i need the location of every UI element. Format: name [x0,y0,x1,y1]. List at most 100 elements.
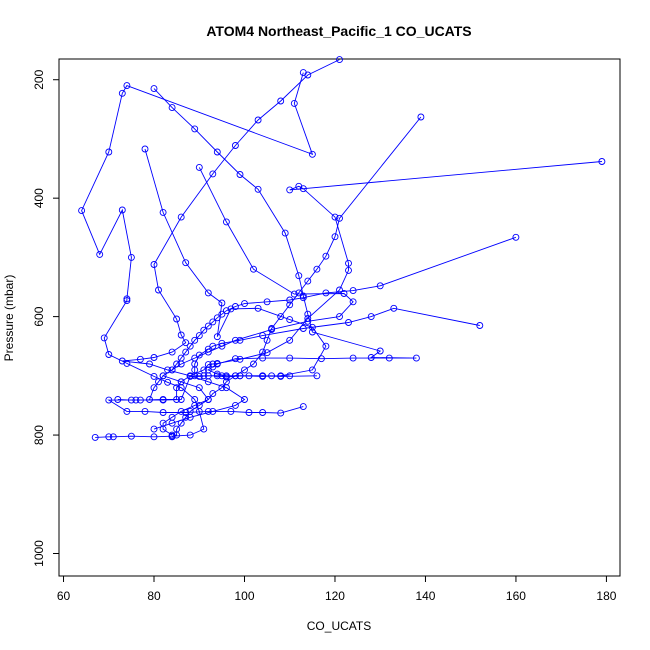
y-axis-label: Pressure (mbar) [2,275,16,362]
data-point [204,396,212,403]
data-point [512,233,520,241]
data-point [191,125,199,133]
data-point [209,318,217,326]
data-point [173,384,181,392]
data-point [141,145,149,153]
data-point [259,372,267,380]
data-point [299,325,307,332]
data-point [109,433,117,441]
data-point [259,332,267,340]
data-point [195,384,203,392]
data-point [367,313,375,321]
series-8 [146,233,520,403]
y-tick-label: 1000 [32,540,46,567]
series-6 [114,158,606,404]
data-point [118,89,126,97]
data-point [159,396,167,403]
data-point [177,396,185,403]
data-point [345,266,352,274]
x-tick-label: 100 [234,589,254,603]
data-point [254,185,262,193]
data-point [195,401,203,409]
data-point [213,314,221,322]
data-point [304,71,312,79]
data-point [250,265,257,273]
data-point [186,372,194,380]
data-point [146,396,153,403]
data-point [390,304,398,312]
data-point [290,290,298,298]
y-tick-label: 800 [32,425,46,445]
data-point [200,326,208,334]
data-point [141,407,149,415]
data-point [236,171,244,178]
data-point [313,372,321,380]
y-tick-label: 200 [32,69,46,89]
data-point [168,366,176,374]
data-point [123,407,131,415]
data-point [91,433,99,441]
data-point [218,299,226,307]
x-tick-label: 180 [596,589,616,603]
data-point [177,407,185,415]
data-point [299,185,307,193]
data-point [191,336,199,344]
data-point [186,431,194,439]
data-point [195,163,203,171]
data-point [308,366,316,374]
data-point [286,316,294,324]
data-point [168,104,176,112]
data-point [281,229,289,237]
data-point [376,347,384,355]
y-tick-label: 400 [32,188,46,208]
data-point [200,366,208,374]
y-tick-label: 600 [32,306,46,326]
series-9 [168,113,425,441]
data-point [231,142,239,149]
data-point [195,351,203,359]
plot-area [78,56,606,441]
data-point [349,287,357,295]
data-point [127,432,135,440]
data-point [385,354,393,362]
data-point [182,339,190,347]
data-point [150,372,158,380]
data-point [236,355,244,363]
data-point [168,419,176,427]
data-point [254,304,262,312]
data-point [118,206,126,214]
data-point [168,348,176,356]
data-point [290,99,298,107]
data-point [349,298,357,306]
data-point [177,378,185,386]
series-7 [118,56,343,433]
data-point [222,218,230,226]
data-point [345,319,352,326]
data-point [241,366,248,374]
data-point [123,82,131,90]
data-point [417,113,425,121]
data-point [263,298,271,306]
data-point [127,396,135,404]
data-point [277,97,285,105]
data-point [277,372,285,380]
data-point [322,252,330,260]
data-point [209,170,217,178]
data-point [200,425,208,433]
data-point [304,277,312,285]
data-point [322,289,330,297]
data-point [173,315,181,323]
data-point [336,313,343,321]
data-point [236,336,244,344]
data-point [168,433,176,441]
data-point [231,401,239,409]
data-point [96,250,104,258]
data-point [222,307,230,315]
data-point [177,331,185,339]
data-point [177,354,185,362]
data-point [345,259,352,267]
data-point [155,378,162,386]
data-point [263,349,271,357]
